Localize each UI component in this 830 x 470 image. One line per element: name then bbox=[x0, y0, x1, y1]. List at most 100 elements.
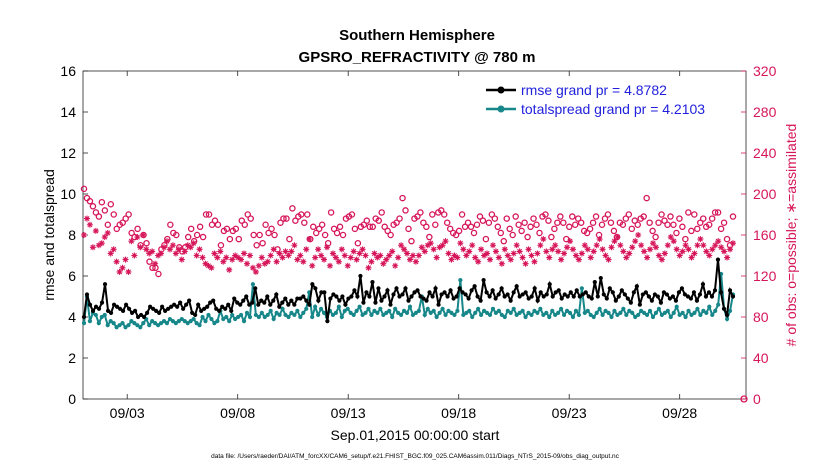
totalspread-point bbox=[467, 308, 472, 313]
rmse-point bbox=[469, 288, 474, 293]
obs-assimilated-point bbox=[341, 252, 348, 259]
rmse-point bbox=[673, 298, 679, 303]
obs-assimilated-point bbox=[404, 250, 411, 257]
rmse-point bbox=[727, 288, 733, 293]
obs-assimilated-point bbox=[564, 244, 571, 251]
totalspread-point bbox=[167, 316, 173, 322]
obs-assimilated-point bbox=[484, 250, 491, 257]
totalspread-point bbox=[384, 310, 389, 315]
obs-possible-point bbox=[717, 225, 725, 233]
obs-possible-point bbox=[277, 219, 284, 226]
obs-possible-point bbox=[598, 221, 606, 228]
obs-assimilated-point bbox=[575, 256, 582, 263]
obs-assimilated-point bbox=[350, 248, 357, 255]
totalspread-point bbox=[179, 316, 184, 322]
totalspread-point bbox=[366, 306, 371, 311]
rmse-point bbox=[199, 308, 204, 313]
totalspread-point bbox=[357, 304, 362, 309]
obs-possible-point bbox=[232, 225, 240, 233]
totalspread-point bbox=[653, 310, 659, 315]
obs-possible-point bbox=[381, 223, 388, 231]
rmse-point bbox=[316, 298, 321, 303]
totalspread-point bbox=[630, 310, 635, 315]
rmse-point bbox=[325, 319, 330, 324]
rmse-point bbox=[96, 306, 102, 311]
rmse-point bbox=[117, 306, 123, 311]
left-tick-label: 8 bbox=[68, 227, 76, 243]
rmse-point bbox=[184, 302, 189, 307]
obs-assimilated-point bbox=[395, 254, 402, 261]
obs-possible-point bbox=[280, 215, 287, 222]
left-tick-label: 12 bbox=[60, 145, 76, 161]
rmse-point bbox=[229, 308, 234, 313]
obs-assimilated-point bbox=[149, 248, 156, 255]
totalspread-point bbox=[496, 308, 501, 313]
obs-assimilated-point bbox=[724, 254, 731, 261]
totalspread-point bbox=[259, 310, 264, 315]
obs-possible-point bbox=[408, 237, 415, 245]
totalspread-point bbox=[135, 323, 140, 328]
obs-assimilated-point bbox=[578, 250, 585, 257]
obs-assimilated-point bbox=[504, 252, 511, 259]
rmse-point bbox=[298, 296, 303, 301]
totalspread-point bbox=[102, 312, 107, 318]
obs-possible-point bbox=[187, 225, 195, 233]
obs-possible-point bbox=[682, 235, 689, 243]
obs-possible-point bbox=[253, 241, 260, 249]
obs-assimilated-point bbox=[472, 254, 479, 261]
obs-assimilated-point bbox=[457, 240, 464, 247]
rmse-point bbox=[172, 302, 177, 307]
obs-possible-point bbox=[568, 213, 576, 220]
obs-assimilated-point bbox=[460, 246, 467, 253]
obs-assimilated-point bbox=[101, 234, 108, 241]
obs-assimilated-point bbox=[667, 234, 674, 241]
obs-possible-point bbox=[563, 235, 570, 243]
rmse-point bbox=[129, 310, 135, 315]
totalspread-point bbox=[132, 321, 137, 326]
obs-possible-point bbox=[321, 231, 329, 239]
totalspread-point bbox=[81, 321, 87, 326]
rmse-point bbox=[466, 296, 471, 301]
totalspread-point bbox=[310, 314, 315, 320]
obs-assimilated-point bbox=[169, 242, 176, 249]
obs-possible-point bbox=[417, 209, 424, 216]
obs-assimilated-point bbox=[418, 244, 425, 251]
obs-assimilated-point bbox=[377, 252, 384, 259]
rmse-point bbox=[148, 304, 153, 309]
obs-possible-point bbox=[134, 225, 141, 233]
rmse-point bbox=[310, 282, 315, 287]
rmse-point bbox=[340, 294, 345, 299]
rmse-point bbox=[286, 302, 291, 307]
obs-assimilated-point bbox=[617, 242, 624, 249]
rmse-point bbox=[646, 294, 651, 299]
obs-assimilated-point bbox=[89, 244, 96, 251]
rmse-point bbox=[232, 296, 237, 301]
totalspread-point bbox=[111, 321, 116, 326]
totalspread-point bbox=[458, 278, 463, 283]
rmse-point bbox=[451, 296, 456, 301]
obs-possible-point bbox=[217, 241, 225, 249]
totalspread-point bbox=[618, 310, 623, 315]
obs-possible-point bbox=[631, 217, 639, 224]
totalspread-point bbox=[316, 312, 321, 318]
rmse-point bbox=[676, 290, 682, 295]
totalspread-point bbox=[639, 308, 644, 313]
obs-possible-point bbox=[533, 221, 540, 228]
obs-assimilated-point bbox=[181, 248, 188, 255]
obs-possible-point bbox=[360, 221, 368, 228]
obs-possible-point bbox=[589, 219, 597, 226]
rmse-point bbox=[111, 302, 117, 307]
rmse-point bbox=[493, 296, 498, 301]
rmse-point bbox=[418, 294, 423, 299]
totalspread-point bbox=[446, 308, 451, 313]
rmse-point bbox=[421, 296, 426, 301]
right-tick-label: 120 bbox=[753, 268, 777, 284]
totalspread-point bbox=[538, 306, 543, 311]
right-tick-label: 240 bbox=[753, 145, 777, 161]
totalspread-point bbox=[203, 319, 208, 324]
obs-assimilated-point bbox=[241, 250, 248, 257]
totalspread-point bbox=[479, 312, 484, 318]
rmse-point bbox=[289, 298, 294, 303]
rmse-point bbox=[685, 294, 691, 299]
obs-assimilated-point bbox=[155, 252, 162, 259]
